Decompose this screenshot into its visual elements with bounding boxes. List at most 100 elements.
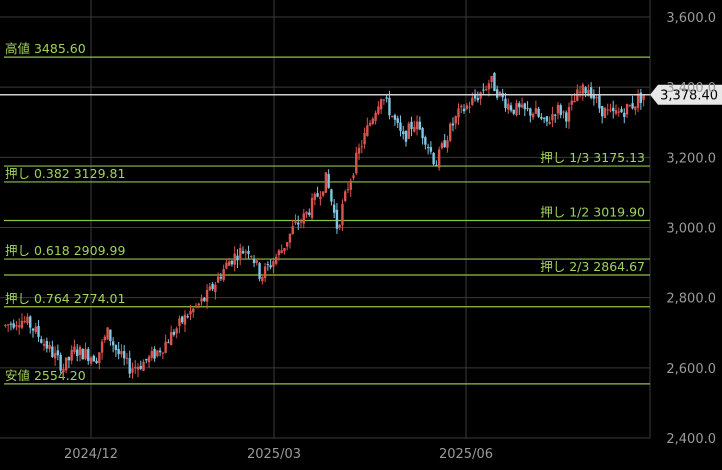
candle-body [531, 113, 535, 118]
y-axis: 3,600.0 3,400.0 3,200.0 3,000.0 2,800.0 2,600… [666, 11, 716, 447]
candle-body [529, 108, 532, 116]
candle-body [570, 100, 573, 105]
candle-body [62, 368, 65, 373]
candle-body [261, 276, 264, 282]
candle-body [565, 112, 568, 122]
candle-body [437, 149, 441, 168]
candle-body [42, 343, 46, 346]
candle-body [523, 103, 527, 110]
candle-body [258, 263, 261, 279]
candle-body [103, 336, 107, 341]
candle-body [247, 251, 250, 254]
candle-body [95, 360, 98, 364]
candle-body [435, 164, 438, 166]
candle-body [277, 250, 281, 256]
candle-body [399, 122, 402, 131]
candle-body [379, 99, 383, 110]
candle-body [34, 326, 37, 333]
candle-body [45, 340, 49, 349]
candle-body [534, 108, 538, 114]
candle-body [385, 97, 388, 99]
candle-body [584, 87, 587, 94]
candle-body [415, 121, 419, 130]
candle-body [440, 143, 444, 149]
candle-body [56, 350, 60, 356]
y-tick-label: 2,800.0 [666, 292, 716, 307]
candle-body [274, 256, 278, 264]
candle-body [31, 328, 35, 331]
candle-body [59, 354, 62, 371]
candle-body [15, 325, 18, 327]
y-tick-label: 3,200.0 [666, 151, 716, 166]
candle-body [537, 108, 540, 117]
candle-body [332, 204, 336, 213]
candle-body [153, 348, 156, 359]
candle-body [139, 365, 142, 369]
candle-body [167, 342, 170, 344]
candle-body [363, 132, 366, 145]
candle-body [623, 112, 626, 117]
candle-body [484, 89, 488, 91]
candle-body [266, 264, 270, 266]
x-tick-label: 2024/12 [64, 447, 118, 462]
candle-body [479, 92, 482, 99]
candle-body [181, 316, 184, 323]
candle-body [161, 352, 165, 354]
candle-body [407, 123, 410, 139]
fib-level-label: 押し 1/2 3019.90 [540, 205, 645, 220]
fib-level-label: 押し 0.764 2774.01 [5, 291, 125, 306]
candle-body [338, 224, 341, 228]
candle-body [316, 193, 319, 197]
candle-body [495, 89, 499, 98]
fib-level-label: 押し 1/3 3175.13 [540, 150, 645, 165]
candle-body [462, 108, 466, 112]
candle-body [410, 121, 413, 130]
candle-body [169, 332, 173, 346]
candle-body [612, 107, 615, 112]
current-price-label: 3,378.40 [660, 89, 718, 104]
candle-body [147, 356, 151, 363]
candle-body [189, 310, 192, 315]
candle-body [402, 131, 405, 135]
candle-body [424, 137, 427, 145]
candle-body [92, 355, 95, 362]
candle-body [227, 261, 231, 266]
candle-body [214, 284, 217, 293]
candle-body [567, 106, 571, 122]
candle-body [158, 350, 162, 353]
candle-body [310, 198, 314, 219]
candle-body [67, 356, 71, 361]
candle-body [598, 94, 601, 109]
y-tick-label: 3,400.0 [666, 81, 716, 96]
candle-body [357, 147, 361, 154]
candle-body [587, 89, 590, 97]
candle-body [490, 76, 493, 82]
candle-body [636, 95, 640, 108]
candle-body [100, 341, 104, 353]
candle-body [120, 351, 123, 355]
candle-body [482, 89, 485, 91]
candle-body [382, 99, 386, 101]
candle-body [559, 105, 562, 115]
candle-body [122, 351, 126, 359]
candle-body [512, 109, 515, 114]
x-tick-label: 2025/03 [247, 447, 301, 462]
candle-body [23, 321, 26, 323]
candle-body [197, 303, 200, 306]
candle-body [454, 116, 457, 124]
candle-body [205, 289, 209, 302]
candle-body [451, 123, 455, 126]
candle-body [308, 212, 311, 215]
candle-body [628, 105, 632, 107]
candle-body [302, 213, 305, 224]
fib-level-label: 高値 3485.60 [5, 41, 86, 56]
candles [4, 72, 645, 379]
candle-body [639, 92, 643, 103]
candle-body [203, 297, 206, 301]
candle-body [418, 121, 422, 130]
candle-body [554, 114, 557, 116]
y-tick-label: 3,000.0 [666, 222, 716, 237]
candle-body [29, 316, 32, 328]
candle-body [145, 358, 148, 361]
